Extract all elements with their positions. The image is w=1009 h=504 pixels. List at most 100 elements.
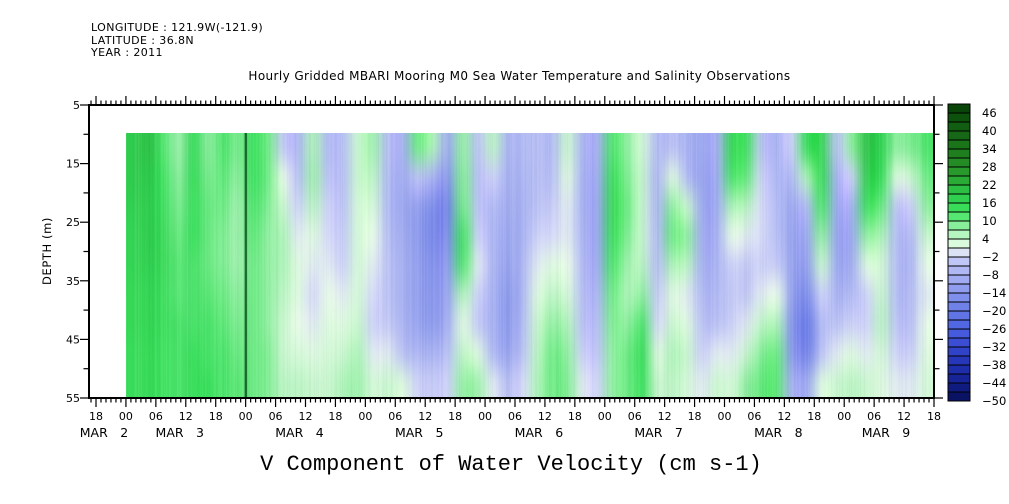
x-hour-tick-label: 06 (269, 410, 283, 423)
colorbar-cell (947, 382, 971, 393)
colorbar-cell (947, 346, 971, 357)
colorbar-cell (947, 157, 971, 168)
x-hour-tick-label: 00 (119, 410, 133, 423)
y-tick-label: 35 (66, 275, 80, 288)
x-hour-tick-label: 18 (688, 410, 702, 423)
colorbar-cell (947, 202, 971, 213)
y-tick-label: 25 (66, 216, 80, 229)
x-hour-tick-label: 06 (388, 410, 402, 423)
y-tick-label: 45 (66, 333, 80, 346)
x-hour-tick-label: 12 (179, 410, 193, 423)
y-axis-label: DEPTH (m) (40, 217, 54, 285)
x-date-label: MAR 2 (80, 425, 128, 440)
colorbar-cell (947, 292, 971, 303)
x-hour-tick-label: 12 (299, 410, 313, 423)
x-hour-tick-label: 06 (628, 410, 642, 423)
plot-title: Hourly Gridded MBARI Mooring M0 Sea Wate… (248, 69, 791, 83)
x-hour-tick-label: 18 (807, 410, 821, 423)
x-hour-tick-label: 18 (328, 410, 342, 423)
colorbar-cell (947, 328, 971, 339)
x-date-label: MAR 3 (156, 425, 204, 440)
colorbar-tick-label: −20 (982, 304, 1006, 318)
y-tick-label: 55 (66, 392, 80, 405)
x-hour-tick-label: 12 (777, 410, 791, 423)
colorbar-tick-label: 34 (982, 142, 997, 156)
colorbar-tick-label: 46 (982, 106, 997, 120)
colorbar-cell (947, 103, 971, 114)
colorbar-tick-label: −14 (982, 286, 1006, 300)
colorbar-tick-label: −26 (982, 322, 1006, 336)
colorbar-tick-label: 4 (982, 232, 989, 246)
x-hour-tick-label: 06 (149, 410, 163, 423)
x-hour-tick-label: 00 (837, 410, 851, 423)
x-hour-tick-label: 00 (718, 410, 732, 423)
x-date-label: MAR 9 (862, 425, 911, 440)
colorbar-cell (947, 247, 971, 258)
colorbar-cell (947, 391, 971, 402)
colorbar-tick-label: −2 (982, 250, 999, 264)
x-hour-tick-label: 12 (538, 410, 552, 423)
colorbar-cell (947, 184, 971, 195)
colorbar-cell (947, 238, 971, 249)
colorbar-cell (947, 256, 971, 267)
colorbar-cell (947, 211, 971, 222)
colorbar-cell (947, 337, 971, 348)
x-hour-tick-label: 12 (658, 410, 672, 423)
x-hour-tick-label: 18 (927, 410, 941, 423)
header-longitude: LONGITUDE : 121.9W(-121.9) (91, 21, 264, 34)
colorbar-cell (947, 283, 971, 294)
x-axis-variable-label: V Component of Water Velocity (cm s-1) (260, 452, 762, 477)
colorbar-cell (947, 148, 971, 159)
y-tick-label: 15 (66, 158, 80, 171)
x-hour-tick-label: 12 (897, 410, 911, 423)
x-hour-tick-label: 06 (747, 410, 761, 423)
x-hour-tick-label: 00 (598, 410, 612, 423)
y-tick-label: 5 (73, 99, 80, 112)
colorbar-cell (947, 112, 971, 123)
colorbar-tick-label: 40 (982, 124, 997, 138)
colorbar-cell (947, 373, 971, 384)
heatmap-data (126, 133, 934, 398)
x-hour-tick-label: 18 (448, 410, 462, 423)
x-hour-tick-label: 18 (568, 410, 582, 423)
colorbar-tick-label: −38 (982, 358, 1006, 372)
colorbar-cell (947, 265, 971, 276)
x-hour-tick-label: 00 (478, 410, 492, 423)
x-hour-tick-label: 06 (508, 410, 522, 423)
colorbar-tick-label: −8 (982, 268, 999, 282)
colorbar-tick-label: 28 (982, 160, 997, 174)
colorbar-cell (947, 310, 971, 321)
colorbar-cell (947, 139, 971, 150)
x-date-label: MAR 7 (634, 425, 682, 440)
colorbar-cell (947, 175, 971, 186)
colorbar-tick-label: −44 (982, 376, 1006, 390)
colorbar-cell (947, 121, 971, 132)
colorbar-tick-label: −32 (982, 340, 1006, 354)
colorbar-tick-label: 22 (982, 178, 997, 192)
colorbar-cell (947, 130, 971, 141)
colorbar-cell (947, 319, 971, 330)
x-hour-tick-label: 06 (867, 410, 881, 423)
x-hour-tick-label: 00 (239, 410, 253, 423)
colorbar-cell (947, 364, 971, 375)
colorbar-tick-label: 10 (982, 214, 997, 228)
x-hour-tick-label: 00 (358, 410, 372, 423)
x-hour-tick-label: 18 (209, 410, 223, 423)
colorbar-cell (947, 274, 971, 285)
colorbar-cell (947, 229, 971, 240)
colorbar-tick-label: −50 (982, 394, 1006, 408)
x-hour-tick-label: 12 (418, 410, 432, 423)
header-year: YEAR : 2011 (91, 46, 163, 59)
x-date-label: MAR 6 (515, 425, 564, 440)
colorbar-cell (947, 193, 971, 204)
colorbar-cell (947, 301, 971, 312)
x-date-label: MAR 4 (275, 425, 324, 440)
colorbar-cell (947, 355, 971, 366)
header-block: LONGITUDE : 121.9W(-121.9) LATITUDE : 36… (91, 21, 264, 60)
x-date-label: MAR 8 (754, 425, 803, 440)
x-date-label: MAR 5 (395, 425, 443, 440)
x-hour-tick-label: 18 (89, 410, 103, 423)
header-latitude: LATITUDE : 36.8N (91, 33, 195, 47)
colorbar-tick-label: 16 (982, 196, 997, 210)
